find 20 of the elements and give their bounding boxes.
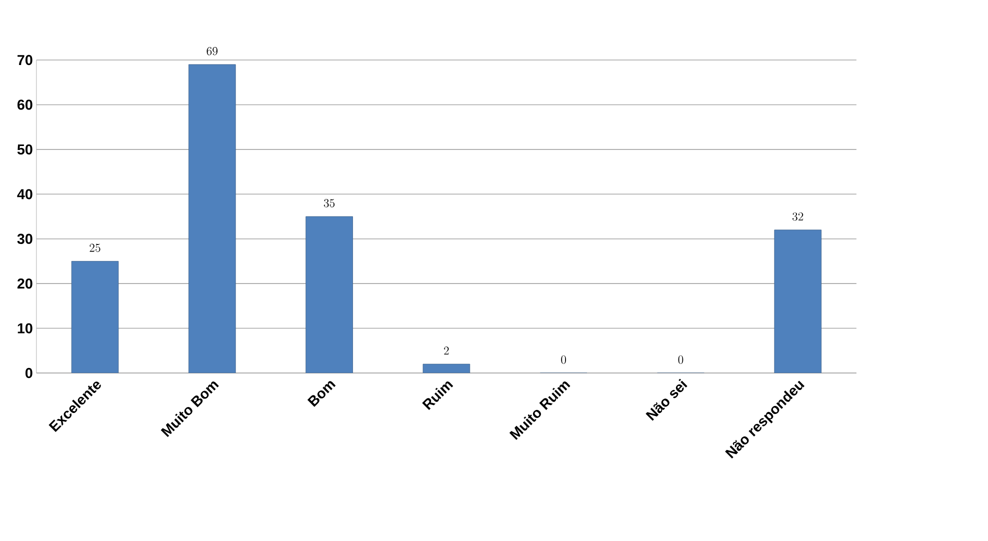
data-label: 0	[678, 356, 684, 364]
data-label: 32	[792, 212, 804, 221]
y-tick-label: 50	[17, 144, 32, 155]
y-tick-label: 40	[17, 189, 32, 200]
data-label: 69	[206, 47, 218, 56]
y-tick-label: 20	[17, 278, 32, 289]
y-tick-label: 10	[18, 323, 32, 334]
y-tick-label: 60	[17, 100, 32, 110]
y-tick-label: 30	[17, 234, 32, 244]
bar	[71, 261, 119, 373]
data-label: 35	[324, 199, 335, 208]
data-label: 0	[561, 356, 566, 364]
bar	[188, 64, 236, 373]
data-label: 2	[444, 346, 449, 355]
data-label: 25	[90, 244, 100, 252]
bar	[774, 230, 822, 373]
x-tick-label: Não sei	[646, 378, 688, 421]
bar	[306, 216, 353, 373]
y-tick-label: 0	[25, 368, 32, 378]
y-tick-label: 70	[18, 54, 32, 66]
